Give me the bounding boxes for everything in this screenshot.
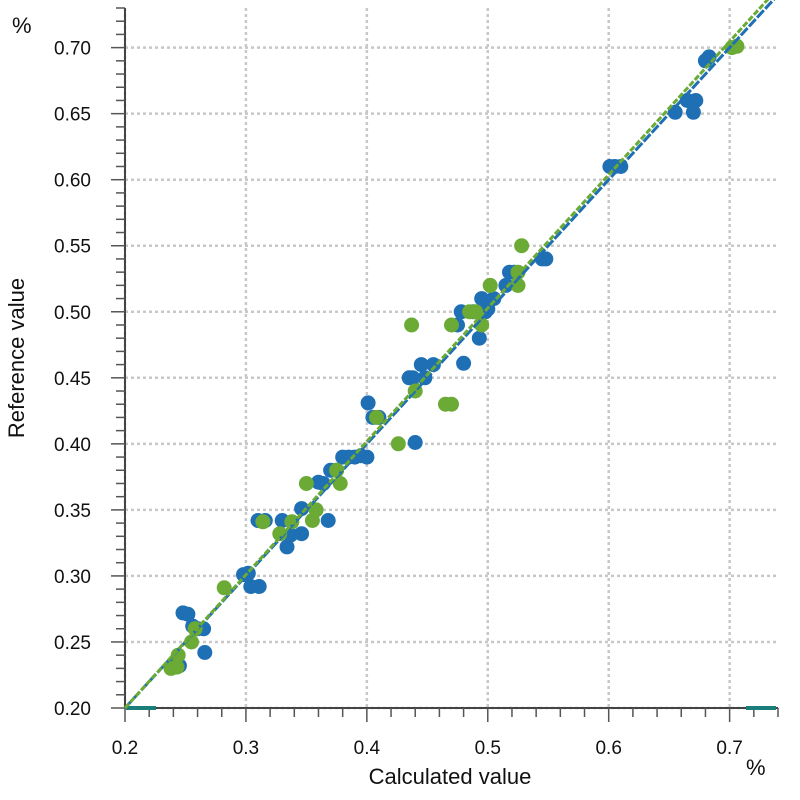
y-tick-label: 0.30 bbox=[54, 567, 91, 588]
calibration-point bbox=[279, 539, 295, 555]
validation-point bbox=[216, 580, 232, 596]
calibration-point bbox=[701, 49, 717, 65]
x-unit-label: % bbox=[746, 755, 766, 780]
calibration-point bbox=[405, 370, 421, 386]
x-tick-label: 0.4 bbox=[354, 738, 381, 759]
calibration-point bbox=[456, 355, 472, 371]
calibration-point bbox=[471, 330, 487, 346]
x-tick-label: 0.5 bbox=[475, 738, 501, 759]
regression-lines bbox=[123, 0, 776, 710]
x-tick-label: 0.7 bbox=[716, 738, 742, 759]
y-tick-label: 0.25 bbox=[54, 633, 91, 654]
y-tick-label: 0.55 bbox=[54, 237, 91, 258]
calibration-point bbox=[180, 606, 196, 622]
validation-point bbox=[369, 409, 384, 425]
calibration-point bbox=[685, 104, 701, 120]
x-axis-title: Calculated value bbox=[369, 764, 532, 789]
y-tick-label: 0.60 bbox=[54, 171, 91, 192]
calibration-point bbox=[486, 291, 502, 307]
validation-point bbox=[482, 277, 498, 293]
calibration-point bbox=[360, 395, 376, 411]
calibration-point bbox=[294, 526, 310, 542]
validation-point bbox=[272, 526, 288, 542]
calibration-point bbox=[407, 435, 423, 450]
validation-point bbox=[308, 502, 324, 518]
calibration-point bbox=[251, 579, 267, 594]
calibration-point bbox=[538, 251, 554, 267]
y-axis-title: Reference value bbox=[4, 278, 29, 438]
x-tick-label: 0.2 bbox=[112, 738, 138, 759]
validation-point bbox=[169, 659, 185, 675]
validation-regression-line bbox=[123, 0, 770, 710]
calibration-point bbox=[197, 645, 213, 660]
validation-point bbox=[332, 476, 348, 491]
axes bbox=[124, 8, 778, 709]
y-tick-label: 0.40 bbox=[54, 435, 91, 456]
y-unit-label: % bbox=[12, 13, 32, 38]
x-tick-label: 0.6 bbox=[595, 738, 621, 759]
grid bbox=[123, 8, 778, 710]
calibration-point bbox=[667, 104, 683, 120]
y-tick-label: 0.50 bbox=[54, 303, 91, 324]
y-tick-label: 0.35 bbox=[54, 501, 91, 522]
validation-point bbox=[444, 317, 459, 333]
tick-labels: 0.2 0.3 0.4 0.5 0.6 0.7 0.20 0.25 0.30 0.35 0.40 0.… bbox=[54, 39, 743, 759]
y-tick-label: 0.65 bbox=[54, 105, 91, 126]
validation-point bbox=[444, 396, 459, 412]
calibration-point bbox=[359, 449, 375, 465]
data-points bbox=[163, 38, 745, 676]
y-tick-label: 0.45 bbox=[54, 369, 91, 390]
calibration-point bbox=[413, 357, 429, 373]
validation-point bbox=[404, 317, 420, 333]
validation-point bbox=[298, 476, 314, 491]
calibration-point bbox=[283, 527, 299, 543]
calibration-point bbox=[320, 513, 336, 528]
axis-ticks bbox=[111, 7, 779, 722]
validation-point bbox=[255, 514, 271, 530]
validation-point bbox=[514, 238, 530, 254]
x-tick-label: 0.3 bbox=[233, 738, 259, 759]
validation-point bbox=[390, 436, 406, 452]
calibration-point bbox=[688, 93, 704, 108]
y-tick-label: 0.20 bbox=[54, 699, 91, 720]
y-tick-label: 0.70 bbox=[54, 39, 91, 60]
